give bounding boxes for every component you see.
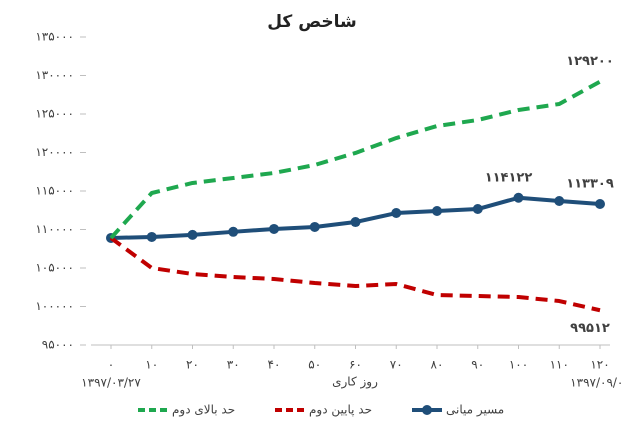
x-tick-label: ۴۰ [268, 358, 281, 372]
point-marker [513, 192, 524, 203]
value-label: ۱۱۴۱۲۲ [485, 170, 533, 185]
x-tick-label: ۹۰ [471, 358, 484, 372]
y-tick-label: ۱۱۰۰۰۰ [35, 222, 74, 236]
value-label: ۱۱۳۳۰۹ [566, 177, 614, 192]
x-tick-label: ۷۰ [390, 358, 403, 372]
legend-item: حد پایین دوم [275, 403, 372, 418]
y-tick-label: ۱۲۰۰۰۰ [35, 145, 74, 159]
x-tick-label: ۶۰ [349, 358, 362, 372]
legend-label: حد پایین دوم [309, 403, 372, 418]
point-marker [187, 229, 198, 240]
value-label: ۱۲۹۲۰۰ [566, 54, 614, 69]
series-line [109, 236, 601, 313]
point-marker [554, 196, 565, 207]
value-label: ۹۹۵۱۲ [570, 321, 610, 336]
x-tick-label: ۸۰ [431, 358, 444, 372]
point-marker [472, 204, 483, 215]
point-marker [432, 206, 442, 217]
x-tick-label: ۰ [108, 358, 114, 372]
legend-item: حد بالای دوم [138, 403, 235, 418]
legend-item: مسیر میانی [412, 403, 504, 418]
point-marker [309, 221, 320, 232]
x-tick-label: ۱۰۰ [509, 358, 528, 372]
x-tick-label: ۱۲۰ [590, 358, 609, 372]
legend-label: مسیر میانی [446, 403, 504, 418]
x-tick-label: ۲۰ [186, 358, 199, 372]
y-tick-label: ۱۱۵۰۰۰ [35, 184, 74, 198]
y-tick-label: ۱۰۰۰۰۰ [35, 299, 74, 313]
series-line [109, 79, 601, 240]
point-marker [146, 231, 157, 242]
x-tick-label: ۱۰ [145, 358, 158, 372]
x-tick-label: ۵۰ [308, 358, 321, 372]
legend-label: حد بالای دوم [172, 403, 235, 418]
x-axis-label: روز کاری [332, 375, 378, 390]
x-tick-label: ۱۱۰ [550, 358, 569, 372]
point-marker [350, 217, 361, 228]
legend-marker [422, 405, 432, 415]
point-marker [228, 226, 239, 237]
point-marker [269, 223, 279, 234]
x-tick-label: ۳۰ [227, 358, 240, 372]
date-label: ۱۳۹۷/۰۹/۰۱ [570, 376, 624, 390]
y-tick-label: ۹۵۰۰۰ [42, 338, 74, 352]
y-tick-label: ۱۳۰۰۰۰ [35, 68, 74, 82]
y-tick-label: ۱۳۵۰۰۰ [35, 30, 74, 44]
point-marker [595, 199, 605, 210]
chart-title: شاخص کل [267, 12, 357, 32]
y-tick-label: ۱۰۵۰۰۰ [35, 261, 74, 275]
date-label: ۱۳۹۷/۰۳/۲۷ [81, 376, 141, 390]
y-tick-label: ۱۲۵۰۰۰ [35, 107, 74, 121]
point-marker [391, 208, 402, 219]
